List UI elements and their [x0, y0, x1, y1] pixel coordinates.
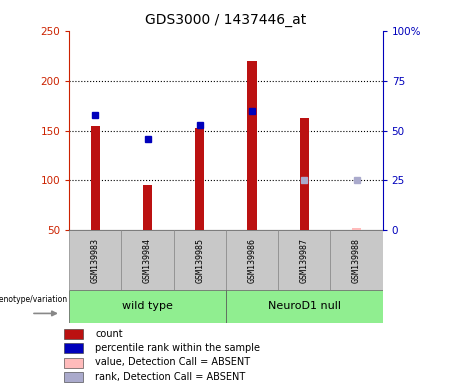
- Bar: [247, 61, 257, 230]
- Text: GSM139986: GSM139986: [248, 238, 256, 283]
- Bar: [331, 230, 383, 290]
- Bar: [278, 230, 331, 290]
- Text: GSM139985: GSM139985: [195, 238, 204, 283]
- Bar: [121, 230, 174, 290]
- Text: GSM139988: GSM139988: [352, 238, 361, 283]
- Text: count: count: [95, 329, 123, 339]
- Text: percentile rank within the sample: percentile rank within the sample: [95, 343, 260, 353]
- Bar: [69, 230, 121, 290]
- Text: genotype/variation: genotype/variation: [0, 295, 68, 304]
- Bar: [64, 372, 83, 382]
- Text: rank, Detection Call = ABSENT: rank, Detection Call = ABSENT: [95, 372, 245, 382]
- Title: GDS3000 / 1437446_at: GDS3000 / 1437446_at: [145, 13, 307, 27]
- Bar: [195, 127, 205, 230]
- Text: GSM139984: GSM139984: [143, 238, 152, 283]
- Text: NeuroD1 null: NeuroD1 null: [268, 301, 341, 311]
- Bar: [352, 228, 361, 230]
- Bar: [64, 329, 83, 339]
- Bar: [90, 126, 100, 230]
- Text: GSM139983: GSM139983: [91, 238, 100, 283]
- Bar: [226, 230, 278, 290]
- Bar: [64, 343, 83, 353]
- Bar: [69, 290, 226, 323]
- Bar: [300, 118, 309, 230]
- Text: wild type: wild type: [122, 301, 173, 311]
- Bar: [143, 185, 152, 230]
- Bar: [64, 358, 83, 367]
- Bar: [174, 230, 226, 290]
- Text: value, Detection Call = ABSENT: value, Detection Call = ABSENT: [95, 358, 250, 367]
- Bar: [226, 290, 383, 323]
- Text: GSM139987: GSM139987: [300, 238, 309, 283]
